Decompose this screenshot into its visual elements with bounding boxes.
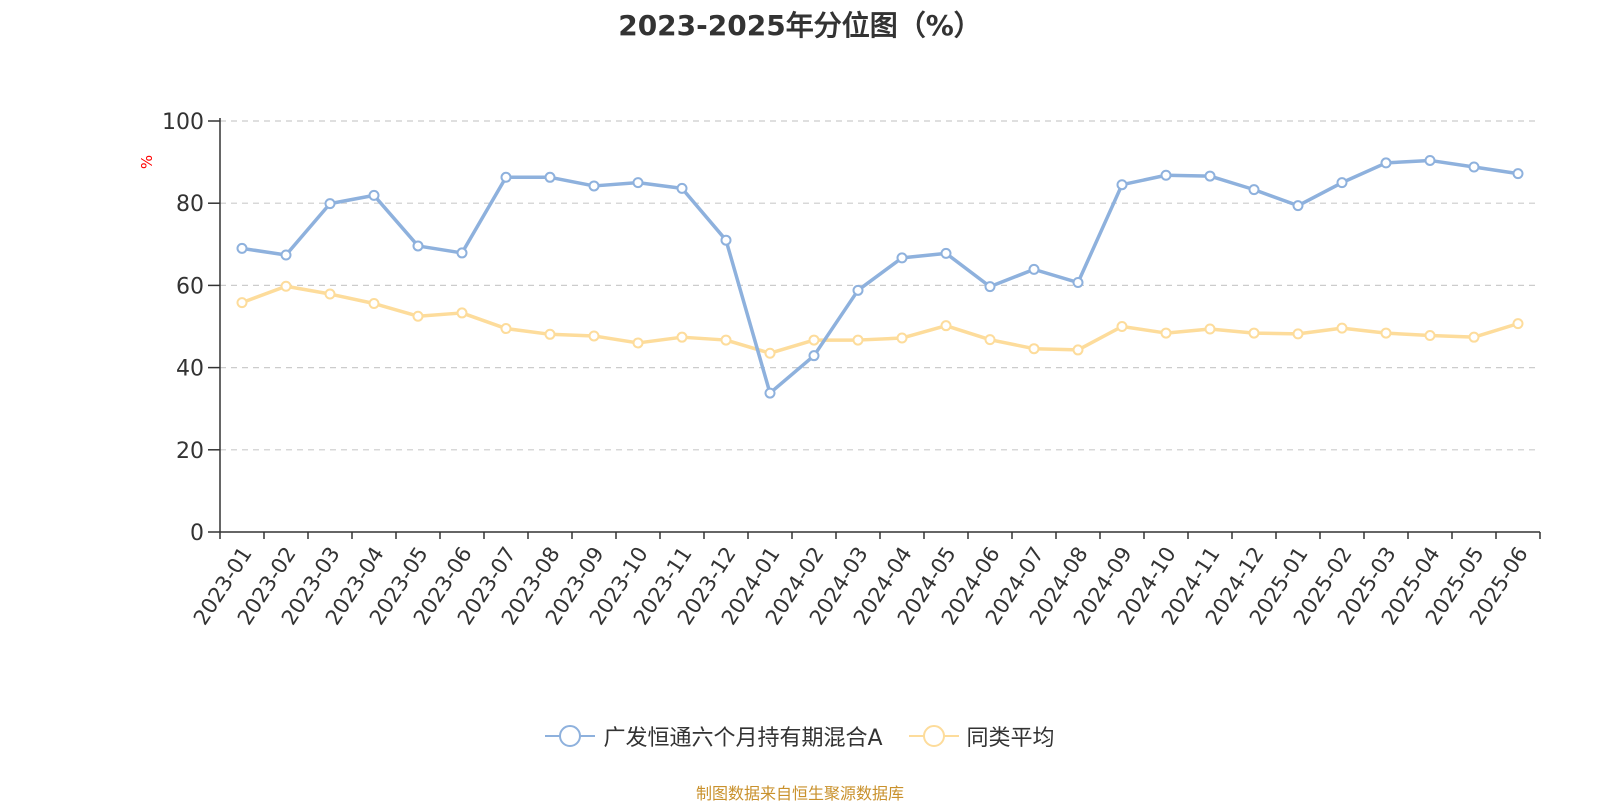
data-point-fund <box>632 177 644 189</box>
legend-item-fund[interactable]: 广发恒通六个月持有期混合A <box>545 720 883 752</box>
legend-item-avg[interactable]: 同类平均 <box>908 720 1055 752</box>
data-point-fund <box>1380 157 1392 169</box>
data-point-fund <box>984 281 996 293</box>
data-point-fund <box>456 247 468 259</box>
data-point-fund <box>1248 184 1260 196</box>
data-point-fund <box>500 171 512 183</box>
series-line-avg <box>241 284 1519 355</box>
data-point-avg <box>1336 322 1348 334</box>
data-source-note: 制图数据来自恒生聚源数据库 <box>695 784 904 803</box>
data-point-avg <box>984 334 996 346</box>
data-point-fund <box>1468 161 1480 173</box>
data-point-avg <box>896 332 908 344</box>
data-point-avg <box>588 330 600 342</box>
data-point-avg <box>500 323 512 335</box>
data-point-fund <box>808 350 820 362</box>
data-point-avg <box>456 307 468 319</box>
data-point-avg <box>368 297 380 309</box>
data-point-avg <box>280 280 292 292</box>
y-tick-label: 80 <box>176 192 204 217</box>
legend: 广发恒通六个月持有期混合A 同类平均 <box>0 720 1600 752</box>
data-point-fund <box>1512 168 1524 180</box>
data-point-avg <box>1072 344 1084 356</box>
data-point-fund <box>1424 154 1436 166</box>
data-point-fund <box>1028 263 1040 275</box>
data-point-fund <box>940 247 952 259</box>
data-point-avg <box>1028 343 1040 355</box>
y-axis-unit-label: % <box>138 155 156 169</box>
data-point-fund <box>852 284 864 296</box>
data-point-avg <box>544 328 556 340</box>
legend-fund-swatch <box>545 725 596 747</box>
data-point-avg <box>632 337 644 349</box>
data-point-fund <box>588 180 600 192</box>
data-point-fund <box>368 189 380 201</box>
series <box>236 154 1524 399</box>
data-point-avg <box>1292 328 1304 340</box>
grid-lines <box>220 120 1540 451</box>
data-point-avg <box>1160 327 1172 339</box>
data-point-fund <box>1204 170 1216 182</box>
data-point-fund <box>1160 169 1172 181</box>
data-point-avg <box>1380 327 1392 339</box>
data-point-fund <box>1336 177 1348 189</box>
data-point-avg <box>1424 330 1436 342</box>
series-line-fund <box>241 158 1519 395</box>
data-point-avg <box>236 297 248 309</box>
data-point-avg <box>764 347 776 359</box>
data-point-fund <box>720 234 732 246</box>
y-tick-label: 0 <box>190 521 204 546</box>
data-point-fund <box>412 240 424 252</box>
data-point-avg <box>412 310 424 322</box>
data-point-avg <box>720 334 732 346</box>
data-point-fund <box>896 252 908 264</box>
data-point-fund <box>236 242 248 254</box>
y-tick-label: 20 <box>176 439 204 464</box>
data-point-avg <box>940 320 952 332</box>
y-tick-label: 40 <box>176 357 204 382</box>
y-tick-label: 100 <box>162 110 204 135</box>
data-point-fund <box>1072 277 1084 289</box>
data-point-fund <box>764 387 776 399</box>
data-point-fund <box>1292 200 1304 212</box>
legend-fund-label: 广发恒通六个月持有期混合A <box>603 726 883 751</box>
data-point-fund <box>1116 179 1128 191</box>
data-point-avg <box>852 334 864 346</box>
data-point-fund <box>544 171 556 183</box>
data-point-fund <box>280 249 292 261</box>
data-point-avg <box>1116 321 1128 332</box>
data-point-avg <box>1248 327 1260 339</box>
legend-avg-label: 同类平均 <box>966 726 1055 751</box>
data-point-fund <box>676 182 688 194</box>
data-point-avg <box>1468 331 1480 343</box>
data-point-avg <box>1204 323 1216 335</box>
data-point-avg <box>808 334 820 346</box>
y-tick-label: 60 <box>176 274 204 299</box>
data-point-avg <box>676 331 688 343</box>
data-point-avg <box>324 288 336 300</box>
legend-avg-swatch <box>908 725 959 747</box>
data-point-avg <box>1512 318 1524 330</box>
chart-title: 2023-2025年分位图（%） <box>618 9 982 42</box>
data-point-fund <box>324 198 336 210</box>
